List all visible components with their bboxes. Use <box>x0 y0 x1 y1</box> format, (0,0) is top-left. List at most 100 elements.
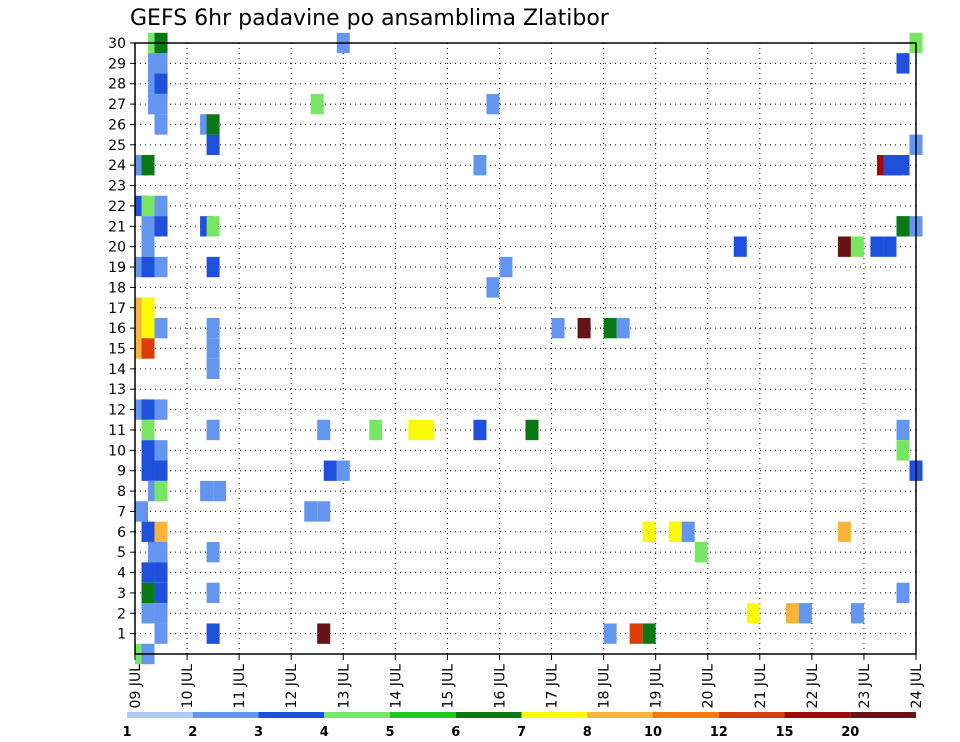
y-tick-label: 18 <box>108 280 126 296</box>
heatmap-cell <box>141 338 155 359</box>
heatmap-cell <box>206 582 220 604</box>
colorbar-swatch <box>324 712 390 718</box>
y-tick-label: 29 <box>108 56 126 72</box>
heatmap-cell <box>141 562 155 583</box>
heatmap-cell <box>206 114 220 135</box>
heatmap-cell <box>681 521 695 542</box>
heatmap-cell <box>850 236 864 257</box>
y-tick-label: 5 <box>117 545 126 561</box>
colorbar-swatch <box>784 712 851 718</box>
y-tick-label: 20 <box>108 240 126 256</box>
colorbar-swatch <box>258 712 325 718</box>
heatmap-cell <box>837 236 851 257</box>
heatmap-cell <box>154 460 168 481</box>
heatmap-cell <box>870 236 884 257</box>
heatmap-cell <box>141 155 155 176</box>
colorbar-swatch <box>718 712 785 718</box>
colorbar-swatch <box>521 712 588 718</box>
heatmap-cell <box>603 317 617 339</box>
heatmap-cell <box>141 236 155 257</box>
heatmap-cell <box>154 541 168 563</box>
heatmap-cell <box>473 419 487 441</box>
y-tick-label: 2 <box>117 606 126 622</box>
colorbar-label: 4 <box>320 725 329 740</box>
heatmap-cell <box>896 440 910 461</box>
y-tick-label: 10 <box>108 443 126 459</box>
heatmap-cell <box>746 603 760 624</box>
heatmap-cell <box>473 155 487 176</box>
colorbar-swatch <box>390 712 456 718</box>
heatmap-cell <box>141 460 155 481</box>
heatmap-cell <box>141 297 155 318</box>
y-tick-label: 11 <box>108 423 126 439</box>
heatmap-cell <box>154 114 168 135</box>
colorbar-label: 6 <box>451 725 460 740</box>
heatmap-cell <box>154 623 168 644</box>
heatmap-cell <box>154 256 168 278</box>
heatmap-cell <box>154 521 168 542</box>
x-tick-label: 10 JUL <box>180 664 196 709</box>
y-tick-label: 4 <box>117 566 126 582</box>
heatmap-cell <box>616 317 630 339</box>
colorbar-swatch <box>455 712 522 718</box>
x-tick-label: 12 JUL <box>284 664 300 709</box>
x-tick-label: 14 JUL <box>388 664 404 709</box>
heatmap-cell <box>154 603 168 624</box>
heatmap-cell <box>154 399 168 420</box>
colorbar-label: 2 <box>188 725 197 740</box>
y-tick-label: 8 <box>117 484 126 500</box>
heatmap-cell <box>154 216 168 237</box>
heatmap-cell <box>336 460 350 481</box>
heatmap-cell <box>486 277 500 298</box>
heatmap-cell <box>837 521 851 542</box>
heatmap-cell <box>206 256 220 278</box>
heatmap-cell <box>798 603 812 624</box>
y-tick-label: 17 <box>108 301 126 317</box>
heatmap-cell <box>154 317 168 339</box>
x-tick-label: 16 JUL <box>492 664 508 709</box>
heatmap-cell <box>304 501 318 522</box>
heatmap-cell <box>154 53 168 74</box>
x-tick-label: 21 JUL <box>753 664 769 709</box>
heatmap-cell <box>206 419 220 441</box>
heatmap-cell <box>154 480 168 502</box>
y-tick-label: 24 <box>108 158 126 174</box>
colorbar-label: 7 <box>517 725 526 740</box>
x-tick-label: 23 JUL <box>857 664 873 709</box>
heatmap-cell <box>317 501 331 522</box>
y-tick-label: 21 <box>108 219 126 235</box>
heatmap-cell <box>896 155 910 176</box>
heatmap-cell <box>206 216 220 237</box>
y-tick-label: 30 <box>108 36 126 52</box>
y-tick-label: 15 <box>108 342 126 358</box>
heatmap-cell <box>850 603 864 624</box>
colorbar-swatch <box>653 712 719 718</box>
heatmap-cell <box>642 521 656 542</box>
heatmap-cell <box>603 623 617 644</box>
heatmap-cell <box>883 236 897 257</box>
colorbar-label: 12 <box>710 725 728 740</box>
heatmap-cell <box>154 195 168 217</box>
heatmap-cell <box>785 603 799 624</box>
heatmap-cell <box>551 317 565 339</box>
heatmap-cell <box>141 195 155 217</box>
heatmap-cell <box>629 623 643 644</box>
heatmap-cell <box>323 460 337 481</box>
colorbar-label: 10 <box>644 725 662 740</box>
colorbar-label: 8 <box>583 725 592 740</box>
heatmap-cell <box>141 603 155 624</box>
heatmap-cell <box>896 216 910 237</box>
colorbar-swatch <box>127 712 193 718</box>
heatmap-cell <box>154 582 168 604</box>
x-tick-label: 15 JUL <box>440 664 456 709</box>
heatmap-cell <box>317 623 331 644</box>
y-tick-label: 26 <box>108 117 126 133</box>
heatmap-cell <box>499 256 513 278</box>
y-tick-label: 27 <box>108 97 126 113</box>
colorbar-swatch <box>192 712 259 718</box>
heatmap-cell <box>206 358 220 380</box>
x-tick-label: 09 JUL <box>128 664 144 709</box>
colorbar-label: 20 <box>841 725 859 740</box>
colorbar-label: 3 <box>254 725 263 740</box>
heatmap-cell <box>141 399 155 420</box>
